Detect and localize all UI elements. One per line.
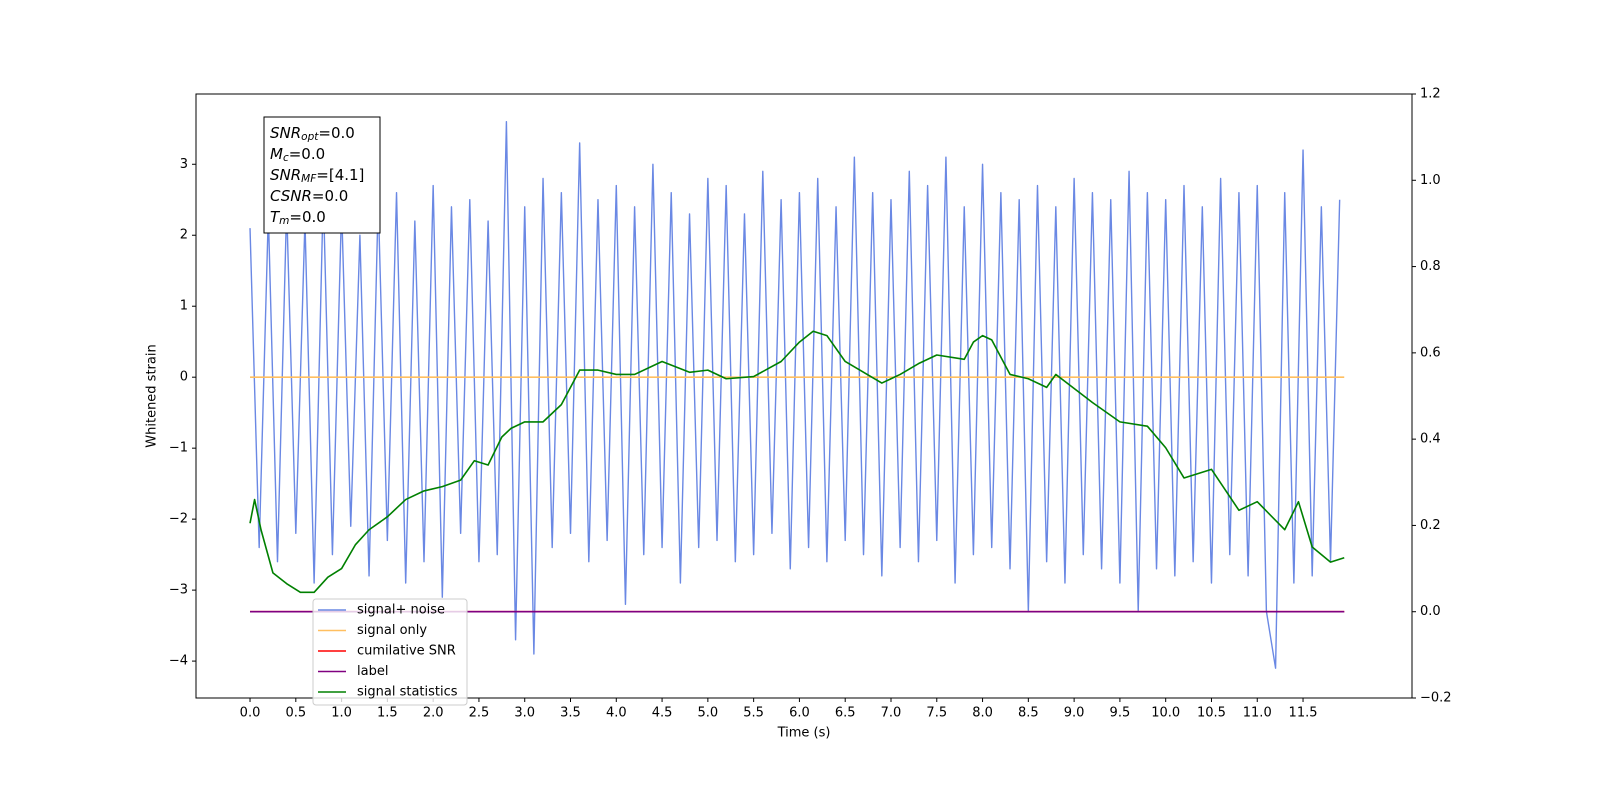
annotation-value: =0.0 xyxy=(289,208,325,226)
x-tick-label: 11.0 xyxy=(1243,706,1272,721)
y-tick-label: −2 xyxy=(169,512,188,527)
annotation-box xyxy=(263,116,381,234)
x-tick-label: 4.0 xyxy=(606,706,627,721)
x-tick-label: 8.0 xyxy=(972,706,993,721)
x-tick-label: 7.0 xyxy=(881,706,902,721)
annotation-symbol: SNR xyxy=(270,124,301,142)
x-tick-label: 3.5 xyxy=(560,706,581,721)
legend-label: signal+ noise xyxy=(357,603,445,618)
y2-tick-label: 1.2 xyxy=(1420,87,1441,102)
y-tick-label: 2 xyxy=(180,228,188,243)
series-line xyxy=(249,120,1341,669)
x-tick-label: 9.5 xyxy=(1110,706,1131,721)
legend-label: cumilative SNR xyxy=(357,644,456,659)
annotation-symbol: CSNR xyxy=(270,187,312,205)
y2-tick-label: 1.0 xyxy=(1420,173,1441,188)
annotation-symbol: T xyxy=(270,208,281,226)
annotation-symbol: M xyxy=(270,145,283,163)
y2-tick-label: 0.0 xyxy=(1420,604,1441,619)
x-tick-label: 6.5 xyxy=(835,706,856,721)
x-tick-label: 10.5 xyxy=(1197,706,1226,721)
x-tick-label: 0.0 xyxy=(240,706,261,721)
x-tick-label: 3.0 xyxy=(514,706,535,721)
annotation-line: SNRMF=[4.1] xyxy=(270,166,364,186)
x-tick-label: 2.0 xyxy=(423,706,444,721)
x-tick-label: 7.5 xyxy=(926,706,947,721)
y-tick-label: 1 xyxy=(180,299,188,314)
y-tick-label: 3 xyxy=(180,157,188,172)
annotation-line: SNRopt=0.0 xyxy=(270,124,355,144)
annotation-subscript: MF xyxy=(301,173,317,185)
legend-label: signal only xyxy=(357,623,427,638)
y2-tick-label: 0.4 xyxy=(1420,432,1441,447)
legend-label: label xyxy=(357,664,388,679)
y2-tick-label: 0.8 xyxy=(1420,259,1441,274)
x-tick-label: 8.5 xyxy=(1018,706,1039,721)
annotation-value: =0.0 xyxy=(289,145,325,163)
y-axis-label: Whitened strain xyxy=(145,344,160,447)
legend-label: signal statistics xyxy=(357,685,458,700)
x-tick-label: 2.5 xyxy=(469,706,490,721)
x-tick-label: 11.5 xyxy=(1289,706,1318,721)
annotation-line: Tm=0.0 xyxy=(270,208,326,228)
y-tick-label: −3 xyxy=(169,583,188,598)
annotation-line: CSNR=0.0 xyxy=(270,187,348,205)
x-tick-label: 4.5 xyxy=(652,706,673,721)
annotation-value: =0.0 xyxy=(312,187,348,205)
annotation-subscript: c xyxy=(283,152,289,164)
y2-tick-label: 0.6 xyxy=(1420,345,1441,360)
series-line xyxy=(249,330,1345,594)
annotation-value: =0.0 xyxy=(318,124,354,142)
x-tick-label: 9.0 xyxy=(1064,706,1085,721)
plot-frame xyxy=(195,93,1413,699)
x-tick-label: 1.0 xyxy=(331,706,352,721)
legend-box xyxy=(312,598,468,706)
annotation-symbol: SNR xyxy=(270,166,301,184)
y2-tick-label: −0.2 xyxy=(1420,691,1452,706)
x-tick-label: 6.0 xyxy=(789,706,810,721)
x-tick-label: 5.5 xyxy=(743,706,764,721)
y-tick-label: −4 xyxy=(169,654,188,669)
annotation-line: Mc=0.0 xyxy=(270,145,325,165)
y-tick-label: −1 xyxy=(169,441,188,456)
x-tick-label: 1.5 xyxy=(377,706,398,721)
x-tick-label: 10.0 xyxy=(1151,706,1180,721)
x-tick-label: 5.0 xyxy=(698,706,719,721)
annotation-subscript: opt xyxy=(301,131,319,143)
x-axis-label: Time (s) xyxy=(777,726,831,741)
annotation-subscript: m xyxy=(279,215,289,227)
x-tick-label: 0.5 xyxy=(285,706,306,721)
annotation-value: =[4.1] xyxy=(316,166,364,184)
y-tick-label: 0 xyxy=(180,370,188,385)
y2-tick-label: 0.2 xyxy=(1420,518,1441,533)
